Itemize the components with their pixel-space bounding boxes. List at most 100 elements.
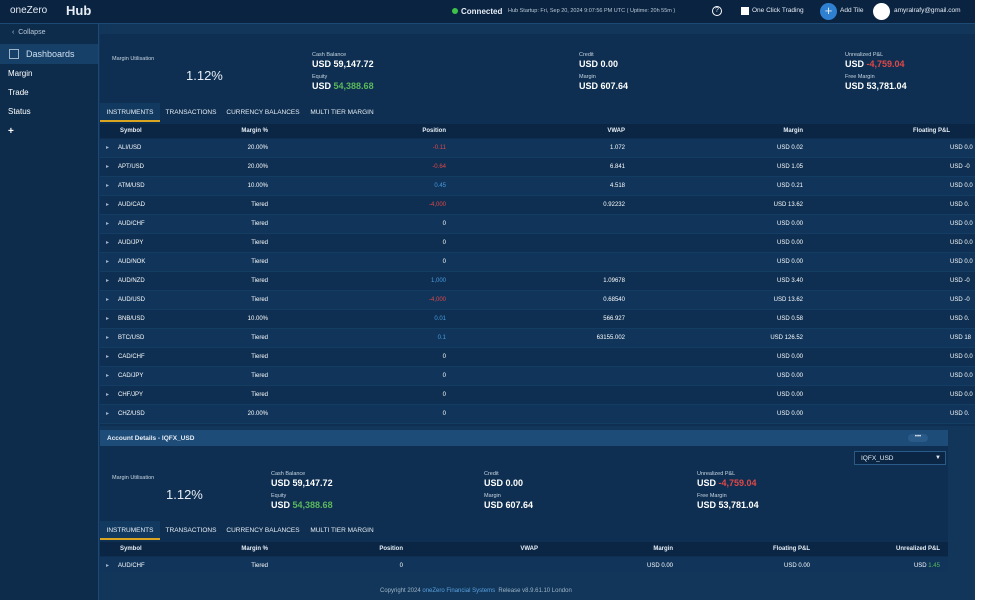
logo: oneZero: [10, 5, 48, 16]
summary-amount: USD 53,781.04: [697, 500, 759, 510]
cell: Tiered: [251, 278, 268, 284]
cell: 0: [442, 259, 446, 265]
checkbox[interactable]: [741, 7, 749, 15]
table-row[interactable]: CHZ/USD 20.00% 0 USD 0.00 USD 0.: [100, 405, 975, 424]
currency: USD: [484, 500, 504, 510]
cell: USD 1.05: [776, 164, 803, 170]
table-row[interactable]: BNB/USD 10.00% 0.01 566.927 USD 0.58 USD 0.: [100, 310, 975, 329]
column-header[interactable]: Position: [422, 128, 446, 134]
amount: 607.64: [600, 81, 629, 91]
nav-item[interactable]: Trade: [8, 88, 29, 97]
table-row[interactable]: CAD/CHF Tiered 0 USD 0.00 USD 0.0: [100, 348, 975, 367]
one-click-trading[interactable]: One Click Trading: [752, 7, 804, 14]
currency: USD: [271, 500, 291, 510]
table-row[interactable]: APT/USD 20.00% -0.64 6.841 USD 1.05 USD -0: [100, 158, 975, 177]
column-header[interactable]: Floating P&L: [913, 128, 950, 134]
add-tile[interactable]: Add Tile: [840, 7, 864, 14]
cell: 20.00%: [247, 145, 268, 151]
company-link[interactable]: oneZero Financial Systems: [422, 588, 496, 594]
cell: USD 1.45: [913, 563, 940, 569]
column-header[interactable]: Position: [379, 546, 403, 552]
column-header[interactable]: Margin: [653, 546, 673, 552]
cell: -0.11: [432, 145, 446, 151]
table-row[interactable]: AUD/NOK Tiered 0 USD 0.00 USD 0.0: [100, 253, 975, 272]
column-header[interactable]: Unrealized P&L: [895, 546, 940, 552]
cell: USD 0.: [950, 316, 970, 322]
tab[interactable]: MULTI TIER MARGIN: [310, 109, 374, 116]
column-header[interactable]: VWAP: [607, 128, 625, 134]
account-selector[interactable]: IQFX_USD ▼: [854, 451, 946, 465]
nav-item[interactable]: +: [8, 126, 14, 137]
table-row[interactable]: AUD/JPY Tiered 0 USD 0.00 USD 0.0: [100, 234, 975, 253]
tab[interactable]: TRANSACTIONS: [165, 527, 217, 534]
cell: USD 0.21: [776, 183, 803, 189]
table-row[interactable]: AUD/CAD Tiered -4,000 0.92232 USD 13.62 USD 0…: [100, 196, 975, 215]
column-header[interactable]: Margin %: [241, 128, 268, 134]
avatar[interactable]: [873, 3, 890, 20]
cell: 10.00%: [247, 183, 268, 189]
dashboards[interactable]: Dashboards: [26, 49, 75, 59]
utilisation-value: 1.12%: [186, 68, 223, 83]
cell: 20.00%: [247, 411, 268, 417]
column-header[interactable]: VWAP: [520, 546, 538, 552]
selector-value[interactable]: IQFX_USD: [861, 455, 894, 462]
table-row[interactable]: AUD/NZD Tiered 1,000 1.09678 USD 3.40 USD -0: [100, 272, 975, 291]
cell: USD 0.0: [950, 240, 973, 246]
tab[interactable]: MULTI TIER MARGIN: [310, 527, 374, 534]
amount: 59,147.72: [333, 59, 374, 69]
cell: Tiered: [251, 202, 268, 208]
tab[interactable]: TRANSACTIONS: [165, 109, 217, 116]
user[interactable]: amyralrafy@gmail.com: [894, 7, 961, 14]
table-row[interactable]: ATM/USD 10.00% 0.45 4.518 USD 0.21 USD 0.0: [100, 177, 975, 196]
cell: USD 13.62: [773, 297, 803, 303]
cell: USD 0.00: [776, 259, 803, 265]
cell: 0.01: [434, 316, 446, 322]
table-row[interactable]: CAD/JPY Tiered 0 USD 0.00 USD 0.0: [100, 367, 975, 386]
release: Release v8.9.61.10 London: [498, 588, 572, 594]
cell: USD 0.00: [776, 221, 803, 227]
summary-label: Unrealized P&L: [697, 471, 736, 477]
cell: 0: [442, 411, 446, 417]
table-row[interactable]: AUD/CHF Tiered 0 USD 0.00 USD 0.0: [100, 215, 975, 234]
summary-amount: USD 0.00: [484, 478, 523, 488]
cell: USD -0: [950, 164, 970, 170]
cell: USD 0.0: [950, 183, 973, 189]
cell: USD 13.62: [773, 202, 803, 208]
collapse-label[interactable]: Collapse: [18, 29, 46, 36]
table-row[interactable]: AUD/CHF Tiered 0 USD 0.00 USD 0.00 USD 1.45: [100, 557, 948, 572]
tab[interactable]: INSTRUMENTS: [100, 521, 160, 540]
nav-item[interactable]: Status: [8, 107, 31, 116]
cell: ALI/USD: [118, 145, 142, 151]
amount: -4,759.04: [866, 59, 905, 69]
cell: USD 0.0: [950, 392, 973, 398]
table-row[interactable]: CHF/JPY Tiered 0 USD 0.00 USD 0.0: [100, 386, 975, 405]
cell: CHZ/USD: [118, 411, 145, 417]
amount: 59,147.72: [292, 478, 333, 488]
cell: -0.64: [432, 164, 446, 170]
collapse[interactable]: ‹ Collapse: [12, 29, 46, 36]
cell: USD 0.00: [776, 354, 803, 360]
cell: BTC/USD: [118, 335, 145, 341]
amount: 0.00: [600, 59, 619, 69]
tab[interactable]: CURRENCY BALANCES: [226, 109, 300, 116]
account-title: Account Details - IQFX_USD: [107, 435, 195, 442]
tab[interactable]: INSTRUMENTS: [100, 103, 160, 122]
column-header[interactable]: Floating P&L: [773, 546, 810, 552]
help[interactable]: ?: [712, 6, 722, 16]
dashboards-row[interactable]: Dashboards: [0, 44, 98, 64]
column-header[interactable]: Margin: [783, 128, 803, 134]
table-row[interactable]: AUD/USD Tiered -4,000 0.68540 USD 13.62 USD -…: [100, 291, 975, 310]
cell: 0.68540: [603, 297, 625, 303]
column-header[interactable]: Margin %: [241, 546, 268, 552]
cell: 4.518: [609, 183, 625, 189]
add-icon[interactable]: +: [820, 3, 837, 20]
table-row[interactable]: ALI/USD 20.00% -0.11 1.072 USD 0.02 USD 0.0: [100, 139, 975, 158]
nav-item[interactable]: Margin: [8, 69, 33, 78]
table-row[interactable]: BTC/USD Tiered 0.1 63155.002 USD 126.52 USD 1…: [100, 329, 975, 348]
tab[interactable]: CURRENCY BALANCES: [226, 527, 300, 534]
column-header[interactable]: Symbol: [120, 128, 142, 134]
selector-arrow[interactable]: ▼: [935, 455, 941, 461]
menu[interactable]: •••: [908, 434, 928, 442]
cell: 10.00%: [247, 316, 268, 322]
column-header[interactable]: Symbol: [120, 546, 142, 552]
